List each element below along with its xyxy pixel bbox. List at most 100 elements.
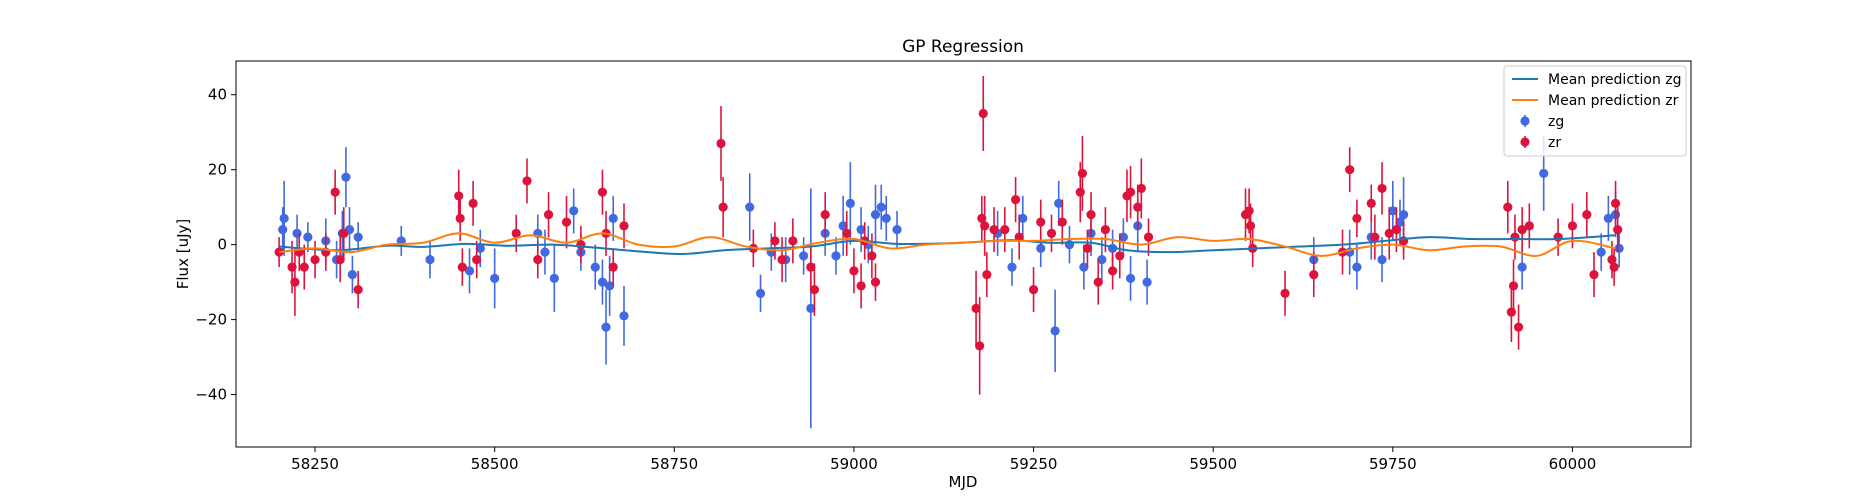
point-zr-96	[1610, 198, 1621, 209]
point-zr-65	[1133, 202, 1143, 212]
point-zg-1	[279, 213, 289, 223]
point-zr-30	[777, 255, 787, 265]
point-zg-24	[605, 281, 615, 291]
legend-label: zr	[1548, 135, 1561, 151]
chart-title: GP Regression	[902, 37, 1024, 57]
series-line-mean-prediction-zr	[279, 232, 1616, 257]
point-zr-16	[511, 228, 521, 238]
point-zg-65	[1398, 210, 1409, 220]
point-zg-54	[1118, 232, 1128, 242]
legend-label: zg	[1548, 114, 1564, 130]
point-zr-93	[1589, 270, 1599, 280]
y-tick-label: 0	[217, 236, 227, 254]
point-zr-49	[1010, 195, 1021, 205]
legend-item: Mean prediction zg	[1512, 72, 1682, 88]
point-zr-45	[980, 221, 990, 231]
point-zg-26	[619, 311, 629, 321]
point-zr-22	[597, 187, 608, 197]
legend-item: zr	[1520, 135, 1561, 151]
legend: Mean prediction zg Mean prediction zr zg zr	[1503, 65, 1687, 157]
point-zg-41	[881, 213, 891, 223]
point-zr-27	[718, 202, 728, 212]
x-tick-label: 59000	[830, 455, 878, 473]
point-zr-12	[455, 213, 465, 223]
point-zr-84	[1506, 307, 1516, 317]
point-zg-28	[755, 288, 766, 298]
point-zr-80	[1384, 228, 1394, 238]
point-zg-62	[1377, 255, 1387, 265]
point-zr-44	[978, 108, 988, 119]
point-zg-3	[303, 232, 313, 242]
point-zr-35	[842, 228, 852, 238]
point-zg-18	[549, 273, 559, 283]
point-zr-41	[971, 303, 981, 313]
legend-box	[1503, 65, 1687, 157]
point-zg-9	[347, 270, 357, 280]
point-zg-66	[1517, 262, 1527, 272]
point-zg-64	[1395, 217, 1405, 227]
point-zr-66	[1136, 183, 1146, 194]
plot-frame	[235, 60, 1692, 448]
point-zr-11	[454, 191, 464, 201]
point-zr-52	[1036, 217, 1046, 227]
point-zr-92	[1582, 210, 1592, 220]
point-zr-89	[1524, 221, 1534, 231]
point-zg-17	[540, 247, 550, 257]
y-tick-label: −40	[195, 386, 227, 404]
x-tick-label: 58500	[471, 455, 519, 473]
point-zg-27	[745, 202, 755, 212]
x-axis-label: MJD	[949, 473, 978, 491]
point-zg-50	[1079, 262, 1089, 272]
point-zg-39	[870, 210, 881, 220]
point-zr-42	[975, 341, 985, 351]
point-zr-58	[1086, 210, 1096, 220]
point-zr-53	[1046, 228, 1057, 238]
point-zr-82	[1398, 236, 1409, 246]
point-zr-36	[849, 266, 859, 276]
point-zr-9	[339, 228, 349, 238]
point-zg-42	[892, 225, 902, 235]
y-axis-label: Flux [uJy]	[174, 219, 192, 289]
point-zr-18	[533, 255, 543, 265]
point-zr-47	[989, 225, 999, 235]
point-zr-4	[299, 262, 309, 272]
point-zg-31	[799, 251, 809, 261]
point-zr-87	[1513, 322, 1524, 332]
point-zr-21	[576, 240, 586, 250]
point-zg-19	[569, 206, 579, 216]
point-zg-36	[845, 198, 855, 209]
x-tick-label: 58250	[291, 455, 339, 473]
point-zr-19	[543, 210, 554, 220]
point-zg-7	[341, 172, 351, 182]
point-zr-55	[1075, 187, 1085, 197]
point-zr-77	[1366, 198, 1376, 209]
point-zr-29	[770, 236, 780, 246]
point-zr-90	[1553, 232, 1563, 242]
point-zr-69	[1244, 206, 1254, 216]
point-zg-0	[278, 225, 288, 235]
point-zr-85	[1508, 281, 1519, 291]
point-zr-15	[472, 255, 482, 265]
point-zr-86	[1510, 232, 1520, 242]
point-zr-67	[1143, 232, 1154, 242]
point-zr-10	[353, 285, 363, 295]
y-ticks: −40 −20 0 20 40	[195, 86, 236, 404]
legend-item: Mean prediction zr	[1512, 93, 1679, 109]
plot-content	[274, 75, 1624, 429]
point-zr-83	[1503, 202, 1513, 212]
point-zr-62	[1115, 251, 1125, 261]
series-zr-points	[274, 75, 1623, 395]
point-zr-24	[608, 262, 618, 272]
point-zr-54	[1057, 217, 1067, 227]
point-zr-8	[335, 255, 345, 265]
point-zg-2	[292, 228, 302, 238]
point-zr-25	[619, 221, 629, 231]
y-tick-label: −20	[195, 311, 227, 329]
point-zg-63	[1388, 206, 1398, 216]
point-zg-12	[425, 255, 435, 265]
point-zr-26	[716, 138, 726, 149]
point-zg-47	[1050, 326, 1060, 336]
y-tick-label: 20	[208, 161, 227, 179]
point-zg-45	[1018, 213, 1028, 223]
point-zg-46	[1036, 243, 1046, 253]
